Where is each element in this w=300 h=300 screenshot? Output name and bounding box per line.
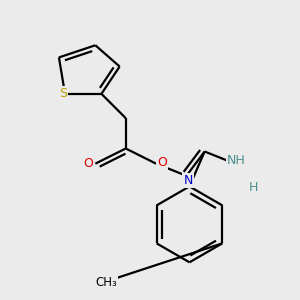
Text: CH₃: CH₃ [95, 275, 117, 289]
Text: H: H [248, 182, 258, 194]
Text: N: N [183, 174, 193, 187]
Text: O: O [157, 156, 167, 169]
Text: O: O [83, 157, 93, 170]
Text: S: S [59, 87, 68, 100]
Text: NH: NH [227, 154, 246, 167]
